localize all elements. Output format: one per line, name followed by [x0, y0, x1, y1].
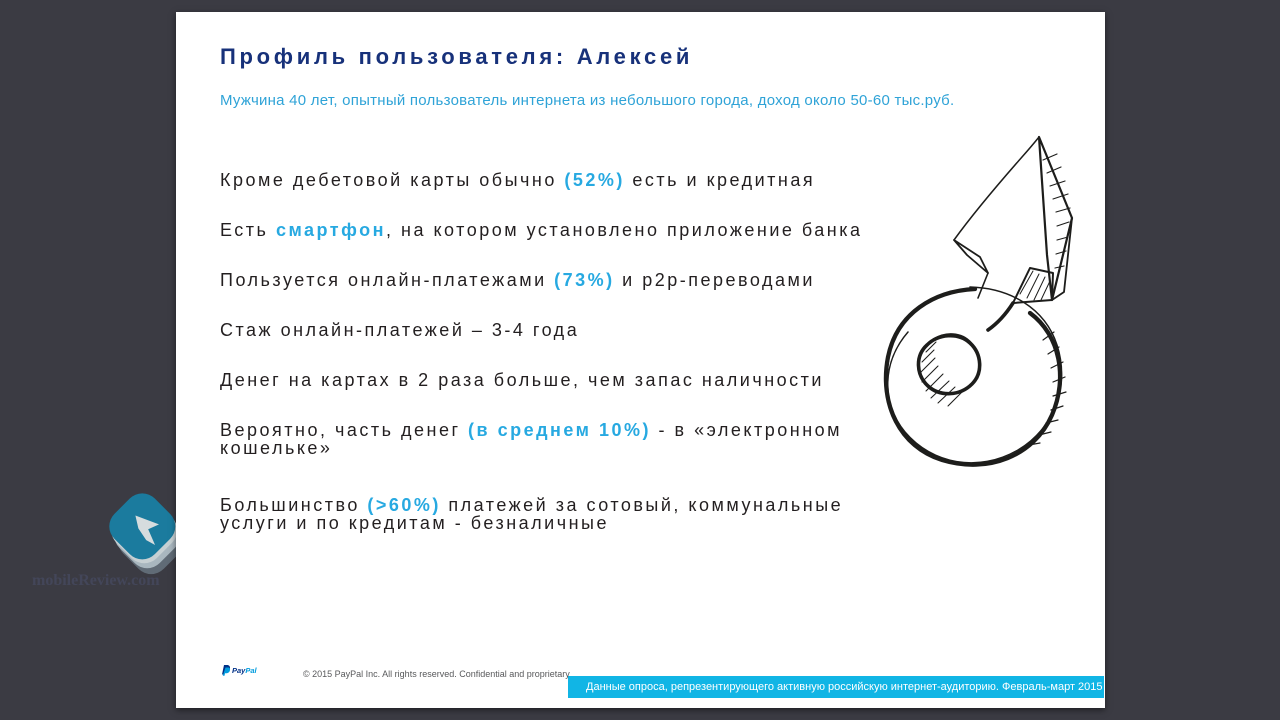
svg-text:PayPal: PayPal [232, 666, 258, 675]
